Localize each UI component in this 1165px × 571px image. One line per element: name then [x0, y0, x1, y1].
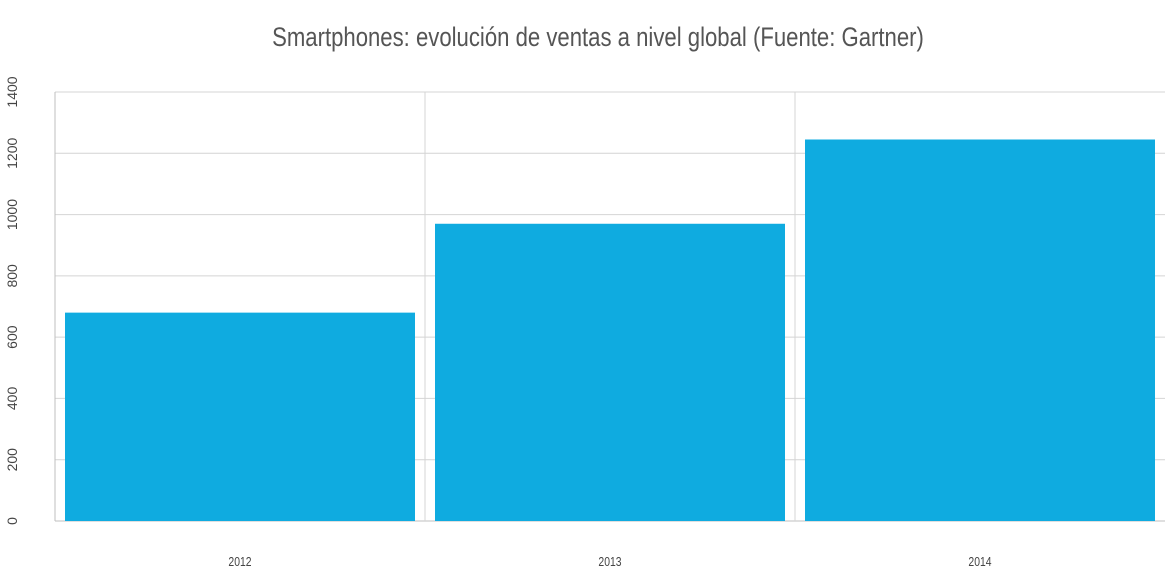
y-axis: 0 200 400 600 800 1000 1200 1400 — [4, 76, 20, 525]
y-tick-label: 400 — [4, 387, 20, 411]
y-tick-label: 0 — [4, 517, 20, 525]
bar-2013 — [435, 223, 785, 521]
x-tick-label: 2013 — [598, 555, 622, 569]
y-tick-label: 600 — [4, 325, 20, 349]
x-tick-label: 2014 — [968, 555, 992, 569]
y-tick-label: 1200 — [4, 138, 20, 169]
x-axis: 2012 2013 2014 — [228, 555, 992, 569]
y-tick-label: 1000 — [4, 199, 20, 230]
y-tick-label: 1400 — [4, 76, 20, 107]
bar-2012 — [65, 312, 415, 521]
chart-title: Smartphones: evolución de ventas a nivel… — [272, 23, 924, 53]
bar-2014 — [805, 139, 1155, 521]
x-tick-label: 2012 — [228, 555, 251, 569]
y-tick-label: 800 — [4, 264, 20, 288]
bars — [65, 139, 1155, 521]
y-tick-label: 200 — [4, 448, 20, 472]
